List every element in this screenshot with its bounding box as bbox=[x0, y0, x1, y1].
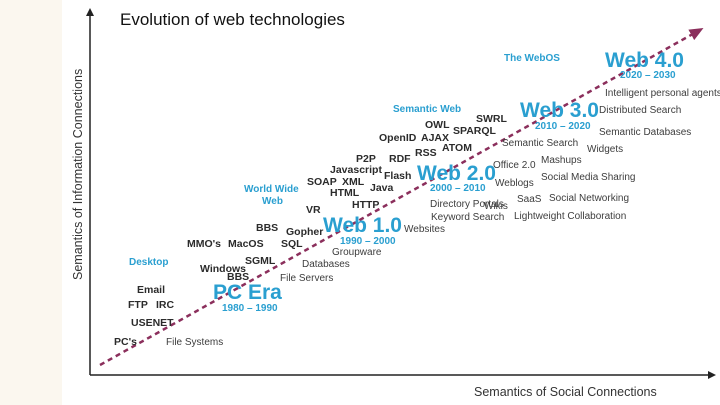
tech-atom: ATOM bbox=[442, 142, 472, 154]
tech-html: HTML bbox=[330, 187, 360, 199]
era-web-2: Web 2.0 bbox=[417, 162, 496, 185]
app-keyword-search: Keyword Search bbox=[431, 212, 504, 223]
app-semantic-databases: Semantic Databases bbox=[599, 127, 691, 138]
label-semantic-web: Semantic Web bbox=[393, 104, 461, 115]
app-weblogs: Weblogs bbox=[495, 178, 534, 189]
tech-openid: OpenID bbox=[379, 132, 417, 144]
app-saas: SaaS bbox=[517, 194, 542, 205]
tech-ajax: AJAX bbox=[421, 132, 449, 144]
app-distributed-search: Distributed Search bbox=[599, 105, 681, 116]
era-web-4: Web 4.0 bbox=[605, 49, 684, 72]
era-web-1-years: 1990 – 2000 bbox=[340, 236, 396, 247]
app-file-systems: File Systems bbox=[166, 337, 223, 348]
tech-bbs-small: BBS bbox=[227, 271, 249, 283]
tech-sgml: SGML bbox=[245, 255, 276, 267]
tech-gopher: Gopher bbox=[286, 226, 323, 238]
tech-java: Java bbox=[370, 182, 394, 194]
label-www-2: Web bbox=[262, 196, 283, 207]
tech-owl: OWL bbox=[425, 119, 450, 131]
app-file-servers: File Servers bbox=[280, 273, 333, 284]
app-semantic-search: Semantic Search bbox=[502, 138, 578, 149]
era-web-1: Web 1.0 bbox=[323, 214, 402, 237]
tech-swrl: SWRL bbox=[476, 113, 507, 125]
era-web-2-years: 2000 – 2010 bbox=[430, 183, 486, 194]
tech-macos: MacOS bbox=[228, 238, 264, 250]
tech-usenet: USENET bbox=[131, 317, 174, 329]
tech-rdf: RDF bbox=[389, 153, 411, 165]
app-websites: Websites bbox=[404, 224, 445, 235]
evolution-arrow bbox=[99, 28, 704, 367]
tech-ftp: FTP bbox=[128, 299, 148, 311]
era-pc-era-years: 1980 – 1990 bbox=[222, 303, 278, 314]
tech-windows: Windows bbox=[200, 263, 246, 275]
tech-soap: SOAP bbox=[307, 176, 337, 188]
app-lightweight-collaboration: Lightweight Collaboration bbox=[514, 211, 626, 222]
label-desktop: Desktop bbox=[129, 257, 168, 268]
app-wikis: Wikis bbox=[484, 201, 508, 212]
app-databases: Databases bbox=[302, 259, 350, 270]
tech-email: Email bbox=[137, 284, 165, 296]
app-office-20: Office 2.0 bbox=[493, 160, 536, 171]
tech-sql: SQL bbox=[281, 238, 303, 250]
tech-p2p: P2P bbox=[356, 153, 376, 165]
era-pc-era: PC Era bbox=[213, 281, 282, 304]
tech-javascript: Javascript bbox=[330, 164, 382, 176]
tech-http: HTTP bbox=[352, 199, 379, 211]
app-social-media-sharing: Social Media Sharing bbox=[541, 172, 636, 183]
tech-mmos: MMO's bbox=[187, 238, 221, 250]
page-title: Evolution of web technologies bbox=[120, 10, 345, 29]
x-axis-label: Semantics of Social Connections bbox=[474, 385, 657, 399]
tech-rss: RSS bbox=[415, 147, 437, 159]
app-mashups: Mashups bbox=[541, 155, 582, 166]
app-intelligent-agents: Intelligent personal agents bbox=[605, 88, 720, 99]
app-widgets: Widgets bbox=[587, 144, 623, 155]
label-web-os: The WebOS bbox=[504, 53, 560, 64]
y-axis-label: Semantics of Information Connections bbox=[71, 69, 85, 280]
app-groupware: Groupware bbox=[332, 247, 382, 258]
app-social-networking: Social Networking bbox=[549, 193, 629, 204]
tech-flash: Flash bbox=[384, 170, 411, 182]
era-web-3: Web 3.0 bbox=[520, 99, 599, 122]
era-web-4-years: 2020 – 2030 bbox=[620, 70, 676, 81]
tech-irc: IRC bbox=[156, 299, 175, 311]
tech-pcs: PC's bbox=[114, 336, 137, 348]
label-www-1: World Wide bbox=[244, 184, 299, 195]
tech-vr: VR bbox=[306, 204, 321, 216]
tech-sparql: SPARQL bbox=[453, 125, 497, 137]
app-directory-portals: Directory Portals bbox=[430, 199, 504, 210]
tech-bbs: BBS bbox=[256, 222, 278, 234]
tech-xml: XML bbox=[342, 176, 365, 188]
era-web-3-years: 2010 – 2020 bbox=[535, 121, 591, 132]
